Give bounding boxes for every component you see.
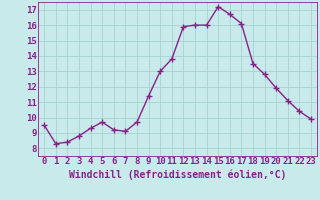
X-axis label: Windchill (Refroidissement éolien,°C): Windchill (Refroidissement éolien,°C) [69,169,286,180]
